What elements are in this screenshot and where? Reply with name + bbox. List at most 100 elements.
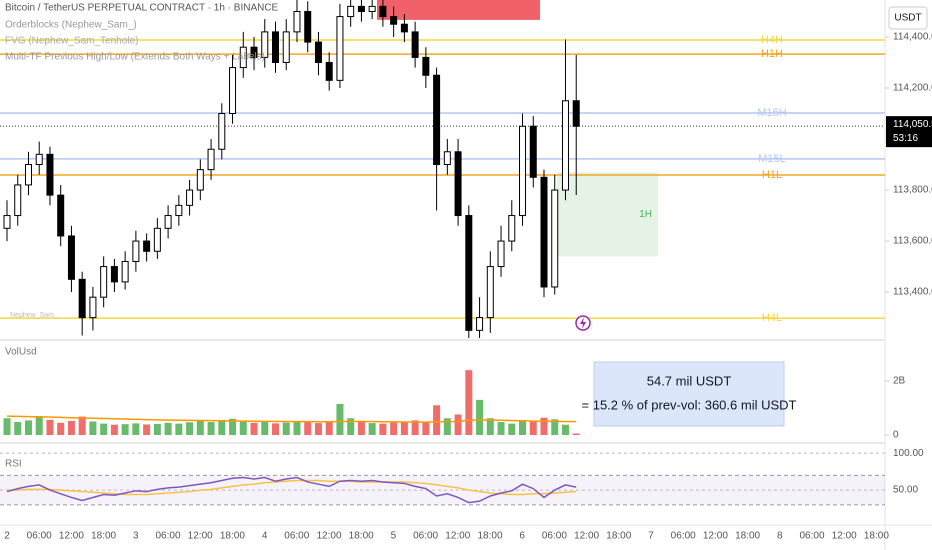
lightning xyxy=(580,317,586,329)
y-tick-label: 113,600.0 xyxy=(893,236,932,247)
candle-body xyxy=(304,10,312,43)
level-label: H4H xyxy=(761,34,783,46)
candle-body xyxy=(540,176,548,288)
x-tick-label: 4 xyxy=(262,531,268,542)
candle-body xyxy=(422,56,430,76)
x-tick-label: 06:00 xyxy=(413,531,438,542)
x-tick-label: 8 xyxy=(777,531,783,542)
candle-body xyxy=(261,31,269,58)
candle-body xyxy=(250,46,258,58)
volume-bar xyxy=(186,422,194,435)
candle-body xyxy=(272,31,279,63)
volume-bar xyxy=(422,422,430,435)
volume-bar xyxy=(357,422,365,435)
countdown: 53:16 xyxy=(893,133,918,144)
volume-bar xyxy=(433,405,441,435)
x-tick-label: 12:00 xyxy=(574,531,599,542)
volume-bar xyxy=(164,422,172,435)
x-tick-label: 12:00 xyxy=(445,531,470,542)
volume-bar xyxy=(272,423,279,435)
fvg-box xyxy=(557,172,658,257)
volume-bar xyxy=(261,422,269,435)
level-label: H4L xyxy=(762,312,782,324)
level-label: M15L xyxy=(758,153,786,165)
candle-body xyxy=(218,113,226,150)
price-pane xyxy=(0,0,885,338)
volume-bar xyxy=(121,424,129,435)
volume-bar xyxy=(540,417,548,435)
y-tick-label: 114,400.0 xyxy=(893,32,932,43)
volume-bar xyxy=(379,423,387,435)
candle-body xyxy=(486,266,494,319)
candle-body xyxy=(57,194,65,237)
volume-bar xyxy=(143,424,151,435)
volume-bar xyxy=(497,422,505,435)
candle-body xyxy=(454,151,462,217)
candle-body xyxy=(497,240,505,268)
y-tick-label: 0 xyxy=(893,430,899,441)
volume-bar xyxy=(347,418,355,435)
volume-bar xyxy=(400,421,408,435)
currency: USDT xyxy=(894,13,921,24)
x-tick-label: 12:00 xyxy=(316,531,341,542)
volume-bar xyxy=(551,419,559,435)
candle-body xyxy=(465,215,473,331)
candle-body xyxy=(443,151,451,166)
candle-body xyxy=(561,100,569,191)
candle-body xyxy=(314,41,322,63)
indicator-label: Multi-TF Previous High/Low (Extends Both… xyxy=(5,52,265,63)
indicator-label: Orderblocks (Nephew_Sam_) xyxy=(5,20,137,31)
candle-body xyxy=(390,16,398,25)
rsi-band xyxy=(0,475,885,505)
volume-bar xyxy=(411,420,419,435)
volume-bar xyxy=(218,419,226,435)
volume-bar xyxy=(486,418,494,435)
candle-body xyxy=(14,184,22,217)
candle-body xyxy=(433,74,441,166)
volume-bar xyxy=(78,416,86,435)
tooltip xyxy=(593,361,785,427)
candle-body xyxy=(336,16,344,81)
volume-bar xyxy=(229,418,237,435)
y-tick-label: 100.00 xyxy=(893,448,924,459)
candle-body xyxy=(400,23,408,33)
y-tick-label: 2B xyxy=(893,376,906,387)
y-tick-label: 113,800.0 xyxy=(893,185,932,196)
candle-body xyxy=(35,153,43,166)
y-tick-label: 113,400.0 xyxy=(893,287,932,298)
volume-bar xyxy=(57,422,65,435)
candle-body xyxy=(368,5,376,12)
volume-bar xyxy=(14,422,22,435)
pane-title: VolUsd xyxy=(5,347,37,358)
candle-body xyxy=(207,148,215,171)
volume-ma xyxy=(6,415,577,423)
watermark: Nephew_Sam_ xyxy=(10,312,58,319)
volume-bar xyxy=(282,422,290,435)
level-label: M15H xyxy=(757,107,786,119)
candle-body xyxy=(89,296,97,319)
candle-body xyxy=(476,317,484,331)
volume-bar xyxy=(67,420,75,435)
candle-body xyxy=(143,240,151,252)
tooltip-line: = 15.2 % of prev-vol: 360.6 mil USDT xyxy=(582,397,797,412)
x-tick-label: 06:00 xyxy=(155,531,180,542)
chart-title: Bitcoin / TetherUS PERPETUAL CONTRACT · … xyxy=(5,3,279,14)
x-tick-label: 5 xyxy=(391,531,397,542)
x-tick-label: 06:00 xyxy=(27,531,52,542)
volume-bar xyxy=(465,370,473,435)
x-tick-label: 06:00 xyxy=(799,531,824,542)
volume-bar xyxy=(196,420,204,435)
x-tick-label: 18:00 xyxy=(864,531,889,542)
candle-body xyxy=(379,5,387,18)
y-tick-label: 114,200.0 xyxy=(893,83,932,94)
volume-bar xyxy=(304,422,312,435)
candle-body xyxy=(347,5,355,18)
candle-body xyxy=(186,189,194,206)
level-label: H1H xyxy=(761,48,783,60)
candle-body xyxy=(551,189,559,288)
candle-body xyxy=(100,266,108,298)
currency-button[interactable] xyxy=(888,6,928,30)
volume-bar xyxy=(508,423,516,435)
candle-body xyxy=(572,100,580,127)
